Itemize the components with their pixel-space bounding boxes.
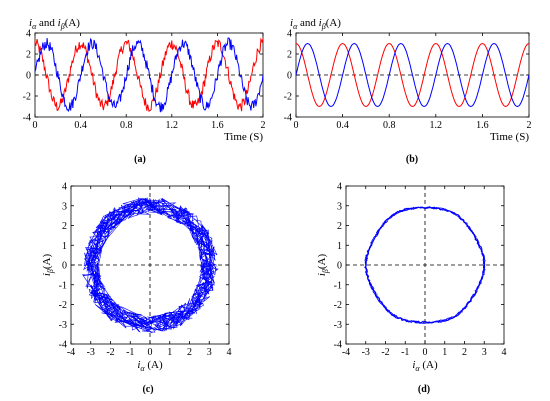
x-axis-label: iα (A) <box>137 359 163 373</box>
panel-b-time-series: 0 0.4 0.8 1.2 1.6 2 -4 -2 0 2 4iα and iβ(A) Time (S… <box>284 17 532 143</box>
x-tick-label: 4 <box>227 347 232 358</box>
y-tick-label: 0 <box>337 261 342 272</box>
x-tick-label: 0 <box>423 347 428 358</box>
x-tick-label: 3 <box>482 347 487 358</box>
x-tick-label: 1 <box>167 347 172 358</box>
x-tick-label: -2 <box>106 347 114 358</box>
y-axis-label: iα and iβ(A) <box>290 17 341 31</box>
y-tick-label: 3 <box>337 201 342 212</box>
y-tick-label: -2 <box>59 300 67 311</box>
y-tick-label: -4 <box>23 113 31 124</box>
x-tick-label: 3 <box>207 347 212 358</box>
x-tick-label: 1.2 <box>430 120 443 131</box>
y-tick-label: 2 <box>62 221 67 232</box>
y-tick-label: -3 <box>59 320 67 331</box>
x-tick-label: 0 <box>294 120 299 131</box>
y-tick-label: 2 <box>26 50 31 61</box>
y-tick-label: -1 <box>334 280 342 291</box>
y-tick-label: -3 <box>334 320 342 331</box>
y-tick-label: 0 <box>287 71 292 82</box>
panel-a-time-series: 0 0.4 0.8 1.2 1.6 2 -4 -2 0 2 4iα and iβ(A) Time (S… <box>23 17 266 143</box>
x-tick-label: 0.8 <box>383 120 396 131</box>
y-tick-label: -1 <box>59 280 67 291</box>
x-tick-label: 4 <box>502 347 507 358</box>
y-tick-label: 3 <box>62 201 67 212</box>
trajectory-line <box>82 197 219 334</box>
x-axis-label: Time (S) <box>224 131 263 143</box>
panel-label-d: (d) <box>418 384 430 395</box>
x-tick-label: 0.8 <box>120 120 133 131</box>
y-axis-label: iβ(A) <box>316 254 330 277</box>
y-tick-label: -4 <box>284 113 292 124</box>
x-tick-label: -4 <box>342 347 350 358</box>
x-tick-label: -1 <box>401 347 409 358</box>
y-tick-label: -4 <box>59 340 67 351</box>
y-tick-label: 0 <box>26 71 31 82</box>
x-axis-label: iα (A) <box>412 359 438 373</box>
x-tick-label: 0 <box>33 120 38 131</box>
y-tick-label: 4 <box>62 182 67 193</box>
y-tick-label: 0 <box>62 261 67 272</box>
panel-label-a: (a) <box>134 154 146 165</box>
y-tick-label: 4 <box>287 29 292 40</box>
panel-label-b: (b) <box>406 154 418 165</box>
x-tick-label: 2 <box>462 347 467 358</box>
y-tick-label: 4 <box>26 29 31 40</box>
y-tick-label: -2 <box>284 92 292 103</box>
trajectory-line <box>364 206 486 324</box>
y-axis-label: iα and iβ(A) <box>29 17 80 31</box>
x-tick-label: -2 <box>381 347 389 358</box>
series-blue-line <box>295 42 530 108</box>
series-red-line <box>295 42 530 108</box>
x-tick-label: -1 <box>126 347 134 358</box>
y-tick-label: 2 <box>287 50 292 61</box>
x-tick-label: 0 <box>148 347 153 358</box>
x-tick-label: 2 <box>187 347 192 358</box>
y-tick-label: 2 <box>337 221 342 232</box>
panel-d-trajectory: -4-4 -3 -3 -2 -2 -1 -1 0 0 1 1 2 2 3 3 4 4 iα (A) iβ(A) <box>316 182 507 374</box>
y-tick-label: -2 <box>23 92 31 103</box>
x-tick-label: 2 <box>527 120 532 131</box>
series-red-line <box>34 37 264 113</box>
x-tick-label: 1 <box>442 347 447 358</box>
y-tick-label: -2 <box>334 300 342 311</box>
y-axis-label: iβ(A) <box>41 254 55 277</box>
y-tick-label: -4 <box>334 340 342 351</box>
panel-c-trajectory: -4-4 -3 -3 -2 -2 -1 -1 0 0 1 1 2 2 3 3 4 4 iα (A) iβ(A) <box>41 182 232 374</box>
x-tick-label: 1.6 <box>211 120 224 131</box>
x-tick-label: 0.4 <box>336 120 349 131</box>
y-tick-label: 1 <box>62 241 67 252</box>
y-tick-label: 4 <box>337 182 342 193</box>
y-tick-label: 1 <box>337 241 342 252</box>
x-axis-label: Time (S) <box>490 131 529 143</box>
x-tick-label: 0.4 <box>74 120 87 131</box>
x-tick-label: -3 <box>362 347 370 358</box>
x-tick-label: -4 <box>67 347 75 358</box>
x-tick-label: 1.6 <box>476 120 489 131</box>
x-tick-label: -3 <box>87 347 95 358</box>
panel-label-c: (c) <box>142 384 153 395</box>
x-tick-label: 2 <box>261 120 266 131</box>
series-blue-line <box>34 37 264 113</box>
x-tick-label: 1.2 <box>166 120 179 131</box>
